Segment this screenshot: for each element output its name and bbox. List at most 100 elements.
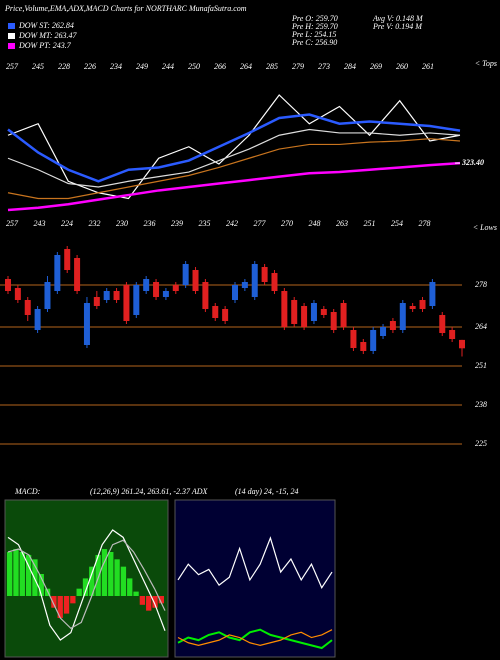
macd-line: [7, 529, 166, 641]
legend-label: DOW MT: 263.47: [18, 31, 78, 40]
low-label: 224: [61, 219, 73, 228]
candle-body: [340, 303, 347, 327]
macd-title: MACD:: [14, 487, 41, 496]
top-label: 279: [292, 62, 304, 71]
candle-body: [14, 288, 21, 300]
y-tick-label: 225: [475, 439, 487, 448]
candle-body: [449, 330, 456, 339]
lows-label: < Lows: [473, 223, 497, 232]
top-label: 226: [84, 62, 96, 71]
candle-body: [370, 330, 377, 351]
macd-bar: [139, 596, 146, 605]
candle-body: [153, 282, 160, 297]
candle-body: [439, 315, 446, 333]
legend-swatch: [8, 43, 15, 49]
candle-body: [222, 309, 229, 321]
candle-body: [251, 264, 258, 297]
candle-body: [409, 306, 416, 309]
candle-body: [360, 342, 367, 351]
candle-body: [261, 267, 268, 282]
candle-body: [24, 300, 31, 315]
low-label: 270: [281, 219, 293, 228]
candle-body: [172, 285, 179, 291]
candle-body: [44, 282, 51, 309]
candle-body: [182, 264, 189, 285]
low-label: 239: [171, 219, 183, 228]
stat: Pre H: 259.70: [291, 22, 338, 31]
candle-body: [429, 282, 436, 306]
macd-bar: [101, 549, 108, 596]
top-label: 285: [266, 62, 278, 71]
ema-line: [7, 113, 461, 183]
ema-line: [7, 138, 461, 200]
macd-bar: [133, 591, 139, 596]
legend-swatch: [8, 33, 15, 39]
candle-body: [74, 258, 81, 291]
low-label: 236: [144, 219, 156, 228]
price-marker-label: 323.40: [461, 158, 484, 167]
top-label: 245: [32, 62, 44, 71]
macd-bar: [158, 596, 164, 604]
stat: Pre O: 259.70: [291, 14, 338, 23]
candle-body: [202, 282, 209, 309]
y-tick-label: 238: [475, 400, 487, 409]
legend-label: DOW PT: 243.7: [18, 41, 72, 50]
low-label: 242: [226, 219, 238, 228]
macd-bar: [13, 549, 19, 596]
stat: Pre C: 256.90: [291, 38, 337, 47]
candle-body: [330, 312, 337, 330]
macd-bar: [32, 559, 38, 596]
adx-title: (14 day) 24, -15, 24: [235, 487, 299, 496]
macd-bar: [114, 559, 120, 596]
candle-body: [143, 279, 150, 291]
y-tick-label: 264: [475, 322, 487, 331]
macd-bar: [152, 596, 158, 608]
candle-body: [83, 303, 90, 345]
y-tick-label: 251: [475, 361, 487, 370]
ema-line: [7, 128, 461, 188]
candle-body: [133, 285, 140, 315]
low-label: 251: [364, 219, 376, 228]
top-label: 244: [162, 62, 174, 71]
tops-label: < Tops: [475, 59, 497, 68]
candle-body: [291, 300, 298, 324]
candle-body: [389, 321, 396, 330]
candle-body: [64, 249, 71, 270]
legend-swatch: [8, 23, 15, 29]
stat: Pre L: 254.15: [291, 30, 336, 39]
candle-body: [212, 306, 219, 318]
macd-bar: [120, 566, 127, 596]
top-label: 228: [58, 62, 70, 71]
candle-body: [281, 291, 288, 327]
candle-body: [320, 309, 327, 315]
candle-body: [350, 330, 357, 348]
ema-line: [7, 161, 461, 212]
candle-body: [103, 291, 110, 300]
legend-label: DOW ST: 262.84: [18, 21, 74, 30]
macd-bar: [127, 578, 133, 596]
low-label: 257: [6, 219, 19, 228]
top-label: 260: [396, 62, 408, 71]
adx-line: [177, 629, 333, 647]
candle-body: [232, 285, 238, 300]
candle-body: [271, 273, 278, 291]
top-label: 257: [6, 62, 19, 71]
top-label: 250: [188, 62, 200, 71]
macd-bar: [89, 566, 95, 596]
macd-bar: [76, 588, 82, 596]
macd-bar: [57, 596, 63, 618]
macd-bar: [82, 578, 89, 596]
low-label: 243: [34, 219, 46, 228]
macd-line: [7, 539, 166, 630]
low-label: 263: [336, 219, 348, 228]
candle-body: [54, 255, 61, 291]
candle-body: [419, 300, 426, 309]
candle-body: [399, 303, 406, 330]
macd-bar: [146, 596, 152, 611]
candle-body: [459, 339, 465, 349]
macd-bar: [70, 596, 76, 604]
stat: Pre V: 0.194 M: [372, 22, 423, 31]
top-label: 264: [240, 62, 252, 71]
